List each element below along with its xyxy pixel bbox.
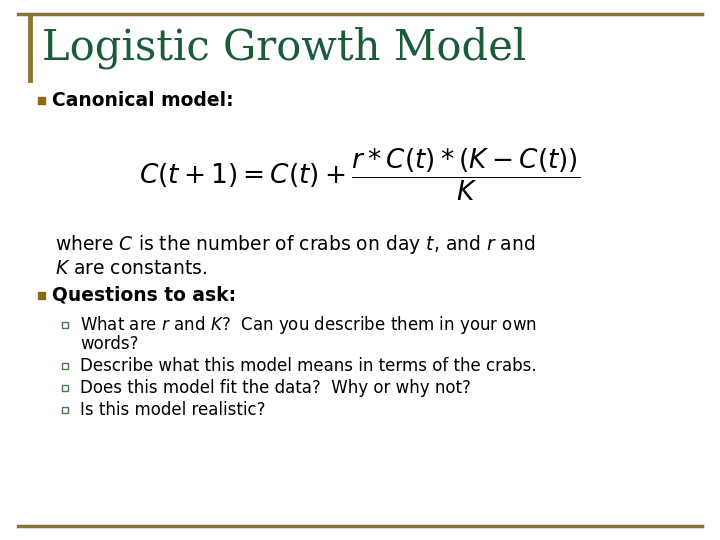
Text: $C(t+1) = C(t) + \dfrac{r * C(t) * (K - C(t))}{K}$: $C(t+1) = C(t) + \dfrac{r * C(t) * (K - … [140,147,580,203]
Text: What are $r$ and $K$?  Can you describe them in your own: What are $r$ and $K$? Can you describe t… [80,314,537,336]
Bar [38,97,45,104]
Bar [62,385,68,391]
Text: Does this model fit the data?  Why or why not?: Does this model fit the data? Why or why… [80,379,471,397]
Text: Logistic Growth Model: Logistic Growth Model [42,27,526,69]
Bar [62,363,68,369]
Text: Canonical model:: Canonical model: [52,91,233,110]
Text: $K$ are constants.: $K$ are constants. [55,259,207,278]
Text: words?: words? [80,335,138,353]
Bar [62,322,68,328]
Text: Questions to ask:: Questions to ask: [52,286,236,305]
Bar [38,292,45,299]
Bar [62,407,68,413]
Text: Describe what this model means in terms of the crabs.: Describe what this model means in terms … [80,357,536,375]
Text: where $C$ is the number of crabs on day $t$, and $r$ and: where $C$ is the number of crabs on day … [55,233,536,256]
Text: Is this model realistic?: Is this model realistic? [80,401,266,419]
